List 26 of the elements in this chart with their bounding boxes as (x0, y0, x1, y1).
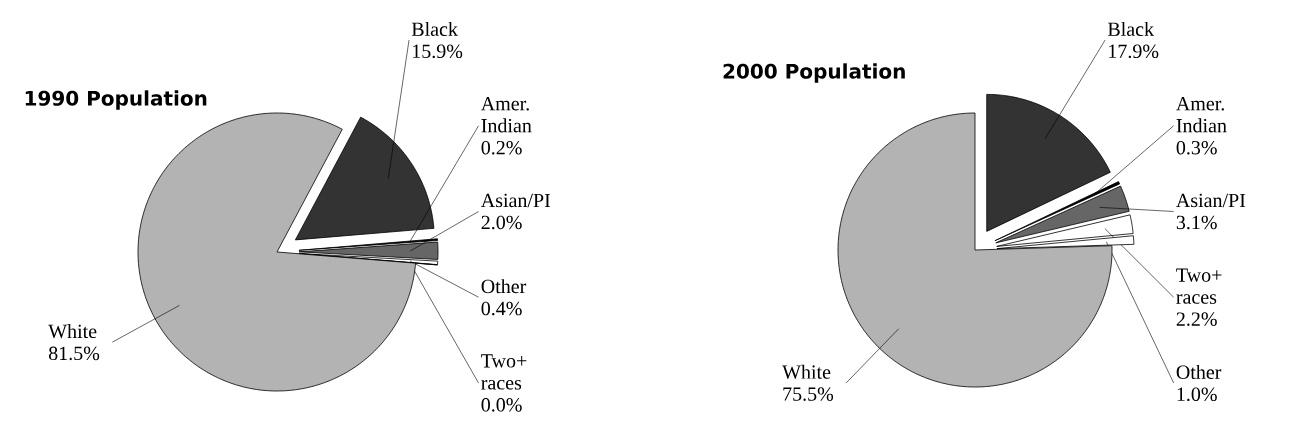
slice-label: Asian/PI (1176, 193, 1246, 208)
category-label: Two+ races (481, 354, 527, 390)
text: 0.0% (481, 398, 522, 412)
slice-label: Black (1107, 21, 1155, 36)
data-label: 75.5% (783, 387, 834, 401)
data-label: 0.3% (1176, 140, 1217, 155)
data-label: 2.2% (1176, 312, 1217, 326)
data-label: 1.0% (1177, 387, 1217, 402)
text: 2000 Population (723, 63, 905, 83)
slice-label: Other (1176, 364, 1222, 379)
slice-label: Asian/PI (480, 193, 551, 208)
slice-label: White (48, 324, 97, 339)
slice-label: Amer. Indian (480, 97, 532, 133)
data-label: 0.2% (481, 140, 522, 155)
slice-label: Other (481, 279, 527, 294)
data-label: 81.5% (48, 346, 100, 361)
data-label: 3.1% (1176, 215, 1217, 230)
slice-label: Amer. Indian (1176, 97, 1227, 133)
slice-label: Black (411, 21, 458, 36)
text: 1990 Population (25, 90, 207, 110)
data-label: 2.0% (481, 215, 522, 230)
data-label: 15.9% (413, 44, 463, 59)
slice-label: Two+ races (1176, 268, 1222, 304)
data-label: 17.9% (1109, 44, 1159, 59)
slice-label: White (782, 364, 831, 379)
data-label: 0.4% (481, 301, 522, 316)
